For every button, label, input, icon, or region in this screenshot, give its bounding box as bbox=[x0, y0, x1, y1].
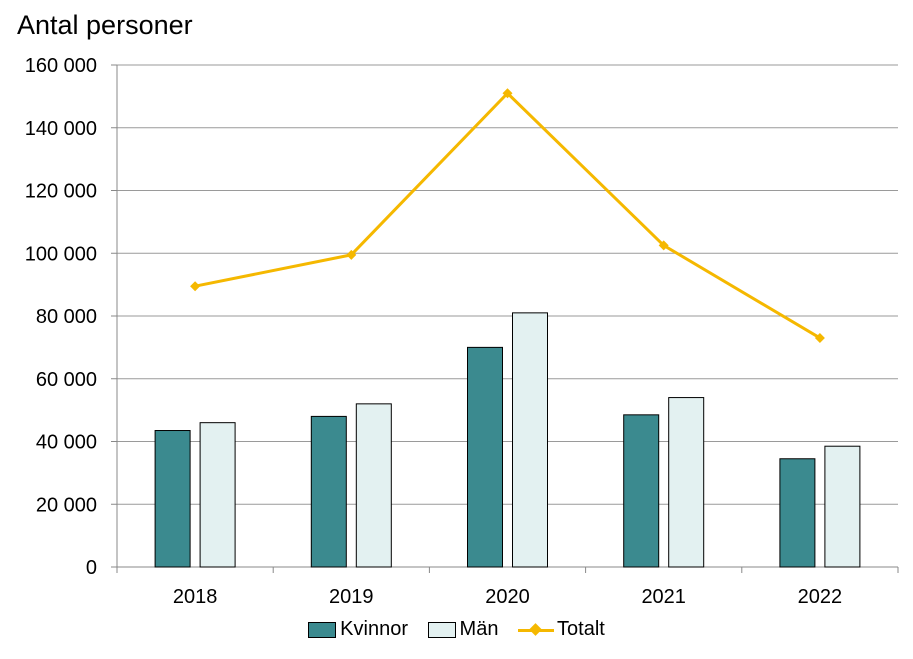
x-tick-label: 2019 bbox=[329, 586, 374, 608]
point-totalt-2018 bbox=[190, 281, 201, 292]
point-totalt-2021 bbox=[658, 240, 669, 251]
legend-label-totalt: Totalt bbox=[557, 618, 605, 640]
bar-m-n-2021 bbox=[668, 397, 705, 568]
y-tick-label: 120 000 bbox=[25, 181, 97, 203]
legend-item-totalt: Totalt bbox=[518, 618, 605, 641]
bar-m-n-2019 bbox=[355, 403, 392, 568]
legend-label-kvinnor: Kvinnor bbox=[340, 618, 408, 640]
point-totalt-2019 bbox=[346, 249, 357, 260]
bar-kvinnor-2022 bbox=[779, 458, 816, 568]
y-tick-label: 140 000 bbox=[25, 118, 97, 140]
y-tick-label: 80 000 bbox=[36, 306, 97, 328]
legend-item-man: Män bbox=[427, 618, 499, 641]
x-tick-label: 2018 bbox=[173, 586, 218, 608]
point-totalt-2022 bbox=[814, 332, 825, 343]
chart-legend: Kvinnor Män Totalt bbox=[0, 618, 913, 644]
legend-swatch-totalt bbox=[518, 622, 555, 638]
bar-kvinnor-2020 bbox=[467, 346, 503, 568]
bar-kvinnor-2018 bbox=[154, 430, 191, 568]
y-tick-label: 20 000 bbox=[36, 494, 97, 516]
line-totalt bbox=[194, 91, 821, 340]
bar-m-n-2018 bbox=[199, 422, 236, 568]
y-tick-label: 100 000 bbox=[25, 243, 97, 265]
x-tick-label: 2021 bbox=[641, 586, 686, 608]
bar-m-n-2020 bbox=[512, 312, 548, 568]
x-tick-label: 2022 bbox=[798, 586, 843, 608]
legend-item-kvinnor: Kvinnor bbox=[308, 618, 408, 641]
x-tick-label: 2020 bbox=[485, 586, 530, 608]
bar-kvinnor-2019 bbox=[310, 415, 347, 568]
y-tick-label: 40 000 bbox=[36, 432, 97, 454]
point-totalt-2020 bbox=[502, 88, 513, 99]
chart-plot: 0 20 000 40 000 60 000 80 000 100 000 120 000 1… bbox=[25, 55, 899, 608]
legend-swatch-man bbox=[427, 621, 456, 638]
y-tick-label: 0 bbox=[86, 557, 97, 579]
legend-swatch-kvinnor bbox=[308, 621, 337, 638]
y-tick-label: 60 000 bbox=[36, 369, 97, 391]
legend-label-man: Män bbox=[459, 618, 499, 640]
y-tick-label: 160 000 bbox=[25, 55, 97, 77]
bar-m-n-2022 bbox=[824, 445, 861, 568]
chart-title: Antal personer bbox=[17, 10, 193, 40]
bar-kvinnor-2021 bbox=[623, 414, 660, 568]
